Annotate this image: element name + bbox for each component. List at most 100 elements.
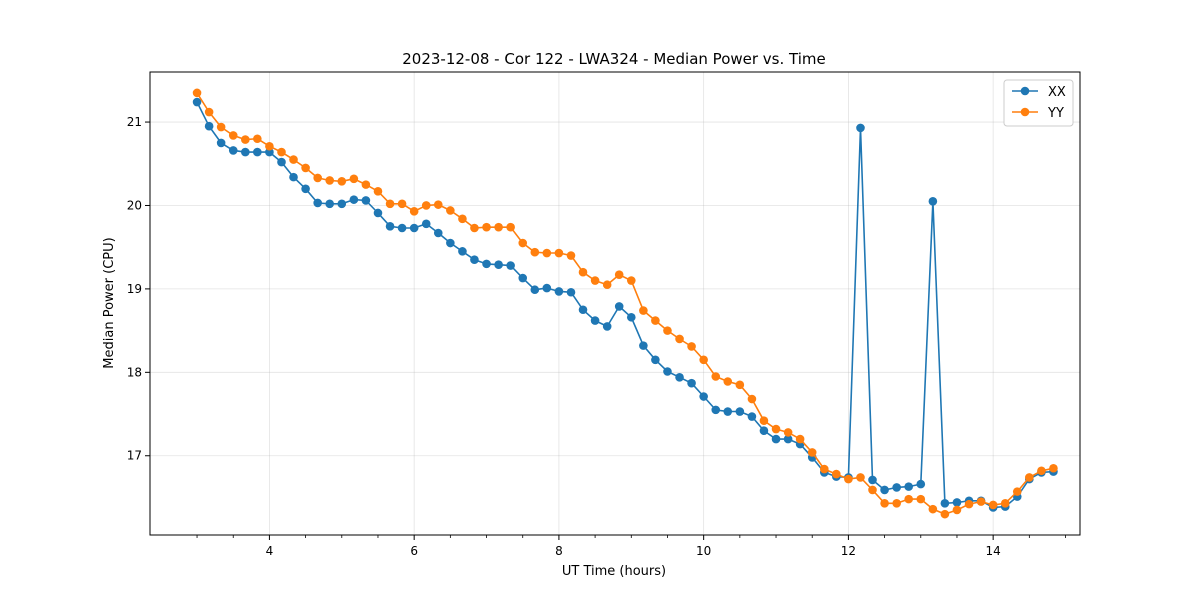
data-point-yy <box>361 180 371 189</box>
series-layer <box>192 88 1058 519</box>
data-point-yy <box>277 147 286 157</box>
data-point-yy <box>892 498 901 508</box>
data-point-xx <box>216 138 226 148</box>
data-point-yy <box>868 485 877 495</box>
data-point-xx <box>433 228 443 238</box>
data-point-yy <box>904 494 913 504</box>
legend-items: XX YY <box>1012 85 1066 121</box>
data-point-xx <box>349 195 359 204</box>
data-point-yy <box>747 394 757 404</box>
data-point-yy <box>578 267 588 277</box>
data-point-yy <box>952 505 962 515</box>
data-point-xx <box>397 223 407 233</box>
data-point-yy <box>1012 487 1022 496</box>
data-point-yy <box>518 238 528 248</box>
data-point-xx <box>241 147 250 157</box>
data-point-yy <box>325 176 335 185</box>
data-point-xx <box>590 316 600 325</box>
data-point-yy <box>253 134 262 144</box>
data-point-yy <box>602 280 612 290</box>
data-point-xx <box>904 482 913 491</box>
data-point-yy <box>313 173 322 183</box>
data-point-xx <box>494 260 503 270</box>
data-point-yy <box>820 464 829 474</box>
data-point-yy <box>759 416 769 426</box>
data-point-yy <box>409 207 419 216</box>
data-point-xx <box>880 485 889 495</box>
data-point-xx <box>421 219 431 229</box>
y-tick-label: 20 <box>127 198 142 212</box>
data-point-xx <box>325 199 335 209</box>
data-point-yy <box>988 500 998 510</box>
axes: 4 6 8 10 12 14 17 18 19 20 21 <box>127 115 1066 558</box>
data-point-yy <box>204 107 214 117</box>
x-tick-label: 8 <box>555 544 563 558</box>
data-point-yy <box>928 504 938 514</box>
data-point-xx <box>409 223 419 233</box>
data-point-xx <box>952 498 962 507</box>
legend-label-xx: XX <box>1048 85 1066 100</box>
y-tick-label: 21 <box>127 115 142 129</box>
data-point-xx <box>204 121 214 131</box>
series-line-yy <box>196 92 1054 515</box>
data-point-yy <box>1025 473 1034 482</box>
data-point-yy <box>349 174 359 184</box>
data-point-yy <box>832 469 841 479</box>
data-point-yy <box>807 448 817 457</box>
data-point-yy <box>856 473 865 482</box>
data-point-yy <box>433 200 443 209</box>
data-point-xx <box>602 322 612 331</box>
data-point-xx <box>458 247 467 256</box>
data-point-xx <box>542 283 552 293</box>
data-point-yy <box>964 499 974 509</box>
data-point-xx <box>446 238 455 248</box>
data-point-yy <box>651 316 660 325</box>
data-point-yy <box>216 122 226 132</box>
data-point-xx <box>711 405 721 415</box>
data-point-yy <box>192 88 202 98</box>
data-point-xx <box>735 407 745 416</box>
data-point-yy <box>1049 463 1058 473</box>
x-tick-label: 12 <box>841 544 856 558</box>
data-point-xx <box>373 208 383 218</box>
data-point-xx <box>361 196 371 205</box>
data-point-yy <box>530 247 540 257</box>
data-point-xx <box>651 355 660 365</box>
data-point-yy <box>337 176 347 186</box>
data-point-yy <box>711 372 721 381</box>
grid <box>150 72 1080 535</box>
data-point-yy <box>421 201 431 210</box>
y-tick-label: 18 <box>127 365 142 379</box>
data-point-yy <box>880 498 889 508</box>
legend: XX YY <box>1003 79 1074 127</box>
data-point-yy <box>675 334 684 344</box>
data-point-yy <box>470 223 479 233</box>
data-point-xx <box>192 97 202 107</box>
data-point-yy <box>482 222 491 232</box>
data-point-yy <box>844 474 853 484</box>
x-axis-label: UT Time (hours) <box>562 564 666 579</box>
data-point-xx <box>385 222 395 231</box>
legend-marker-xx <box>1020 86 1030 96</box>
data-point-xx <box>518 273 528 283</box>
data-point-xx <box>759 426 769 436</box>
data-point-yy <box>795 434 805 444</box>
data-point-xx <box>301 184 310 194</box>
data-point-xx <box>506 261 515 270</box>
x-tick-label: 4 <box>266 544 274 558</box>
data-point-yy <box>976 497 986 506</box>
data-point-yy <box>614 270 624 280</box>
data-point-yy <box>228 131 238 140</box>
data-point-yy <box>771 424 781 434</box>
y-tick-label: 17 <box>127 449 142 463</box>
data-point-xx <box>614 302 624 311</box>
data-point-xx <box>470 255 479 265</box>
data-point-yy <box>241 135 250 144</box>
data-point-xx <box>687 378 696 388</box>
data-point-yy <box>542 248 552 258</box>
data-point-yy <box>940 509 950 519</box>
data-point-xx <box>928 197 938 206</box>
data-point-xx <box>771 434 781 444</box>
chart-title: 2023-12-08 - Cor 122 - LWA324 - Median P… <box>402 50 826 68</box>
